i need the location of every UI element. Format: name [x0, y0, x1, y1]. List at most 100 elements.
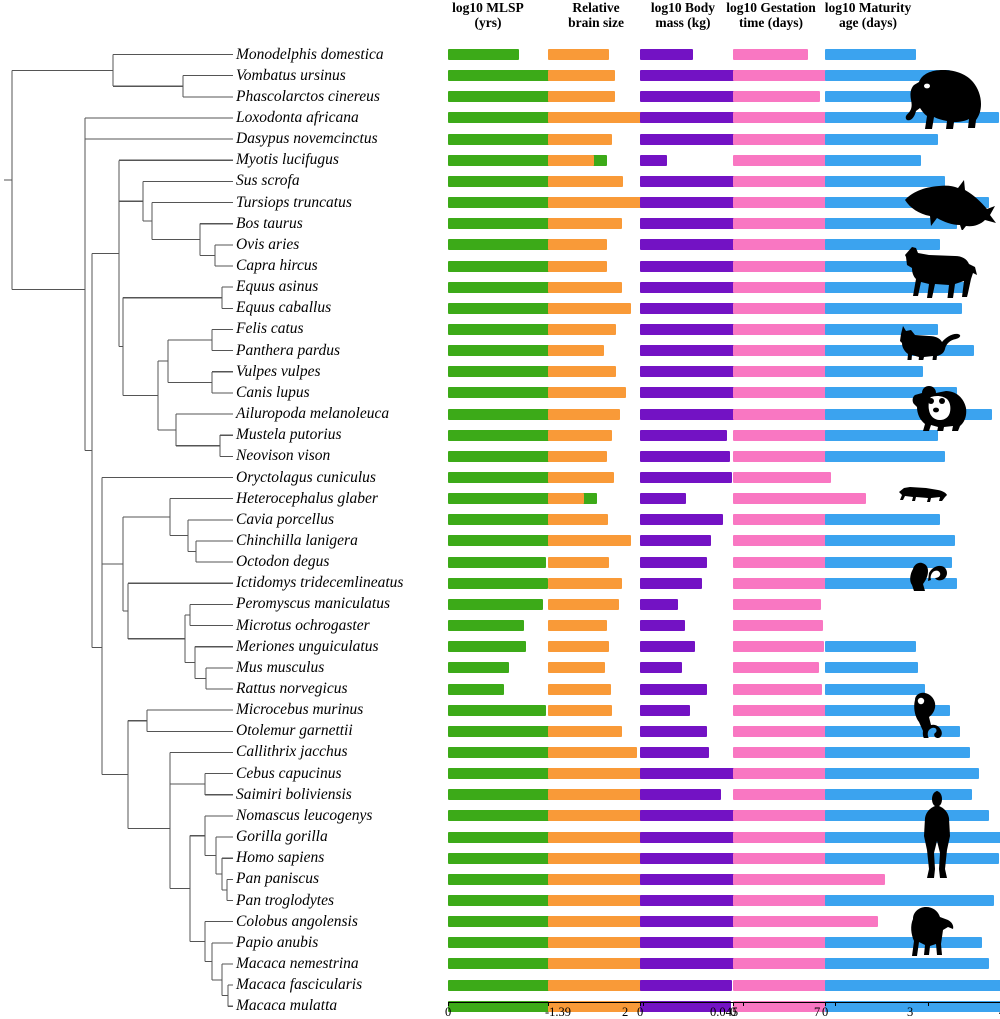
species-label-list: Monodelphis domestica Vombatus ursinus Pha…: [236, 0, 451, 1018]
bar-gest: [733, 958, 881, 970]
bar-rbs: [548, 112, 648, 124]
species-label: Pan troglodytes: [236, 891, 335, 909]
bar-gest: [733, 70, 826, 82]
species-label: Octodon degus: [236, 553, 330, 571]
bar-mlsp: [448, 49, 519, 60]
bar-mass: [640, 345, 772, 357]
bar-mass: [640, 852, 771, 864]
bar-rbs: [548, 556, 610, 568]
bar-gest: [733, 366, 846, 378]
bar-mat: [825, 662, 919, 674]
species-label: Microtus ochrogaster: [236, 616, 370, 634]
bar-rbs: [548, 472, 614, 483]
bar-mat: [825, 789, 972, 801]
bar-mlsp: [448, 704, 546, 716]
bar-gest: [733, 556, 867, 568]
bar-mass: [640, 366, 747, 378]
bar-mlsp: [448, 429, 589, 441]
trait-panel-mlsp: [448, 0, 644, 1018]
bar-mass: [640, 302, 796, 314]
bar-mass: [640, 154, 667, 166]
bar-mass: [640, 895, 772, 906]
bar-rbs: [548, 387, 626, 399]
axis-tick: [743, 1002, 744, 1006]
panda-silhouette: [909, 383, 971, 431]
bar-mlsp: [448, 323, 592, 335]
bar-mat: [825, 218, 958, 230]
bar-mat: [825, 683, 926, 695]
bar-gest: [733, 197, 867, 209]
bar-rbs: [548, 958, 648, 970]
species-label: Neovison vison: [236, 447, 331, 465]
bar-gest: [733, 49, 809, 60]
bar-gest: [733, 725, 866, 737]
axis-tick: [928, 1002, 929, 1006]
bar-mass: [640, 197, 790, 209]
species-label: Nomascus leucogenys: [236, 806, 373, 824]
bar-mass: [640, 260, 771, 272]
bar-gest: [733, 662, 820, 674]
bar-mat: [825, 154, 921, 166]
bar-rbs: [548, 789, 669, 801]
bar-mass: [640, 683, 708, 695]
bar-mlsp: [448, 366, 573, 378]
bar-gest: [733, 218, 873, 230]
axis-tick-label: 3: [907, 1005, 914, 1019]
bar-mlsp: [448, 662, 509, 674]
bar-rbs: [548, 704, 613, 716]
column-header-line2: (yrs): [474, 15, 502, 30]
bar-mat: [825, 323, 938, 335]
bar-mlsp: [448, 746, 572, 758]
trait-panel-mat: [825, 0, 1000, 1018]
axis-tick-label: 0: [445, 1005, 452, 1019]
bar-mlsp: [448, 302, 627, 314]
bar-mlsp: [448, 514, 561, 526]
species-label: Saimiri boliviensis: [236, 785, 352, 803]
species-label: Sus scrofa: [236, 172, 300, 190]
axis-line: [448, 1002, 644, 1003]
bar-rbs: [548, 895, 674, 906]
bar-gest: [733, 768, 877, 780]
bar-rbs: [548, 429, 613, 441]
bar-mass: [640, 725, 708, 737]
bar-mlsp: [448, 979, 601, 991]
bar-gest: [733, 916, 879, 928]
bar-rbs: [548, 725, 622, 737]
bar-gest: [733, 746, 875, 758]
bar-mass: [640, 831, 782, 843]
bar-mass: [640, 556, 708, 568]
bar-rbs: [548, 768, 665, 780]
bar-gest: [733, 133, 862, 145]
species-label: Gorilla gorilla: [236, 828, 328, 846]
bar-mat: [825, 937, 982, 949]
species-label: Loxodonta africana: [236, 108, 359, 126]
bar-mat: [825, 49, 916, 60]
bar-mlsp: [448, 895, 594, 906]
bar-gest: [733, 408, 874, 420]
bar-gest: [733, 852, 892, 864]
horse-silhouette: [899, 243, 984, 298]
bar-mlsp: [448, 408, 619, 420]
bar-mlsp: [448, 450, 596, 462]
bar-gest: [733, 323, 852, 335]
bar-mat: [825, 1000, 1000, 1012]
bar-gest: [733, 979, 880, 991]
bar-mass: [640, 112, 824, 124]
bar-rbs: [548, 979, 645, 991]
bar-mass: [640, 387, 768, 399]
bar-mass: [640, 662, 682, 674]
bar-gest: [733, 598, 822, 610]
species-label: Callithrix jacchus: [236, 743, 348, 761]
bar-mat: [825, 535, 955, 547]
bar-rbs: [548, 70, 615, 82]
cat-silhouette: [897, 320, 961, 360]
naked-mole-rat-silhouette: [897, 483, 949, 505]
bar-mlsp: [448, 683, 504, 695]
species-label: Felis catus: [236, 320, 304, 338]
column-header-mlsp: log10 MLSP (yrs): [408, 0, 568, 30]
bar-mass: [640, 535, 712, 547]
bar-mat: [825, 366, 923, 378]
trait-panel-gest: [733, 0, 929, 1018]
bar-mass: [640, 281, 790, 293]
bar-gest: [733, 1000, 880, 1012]
